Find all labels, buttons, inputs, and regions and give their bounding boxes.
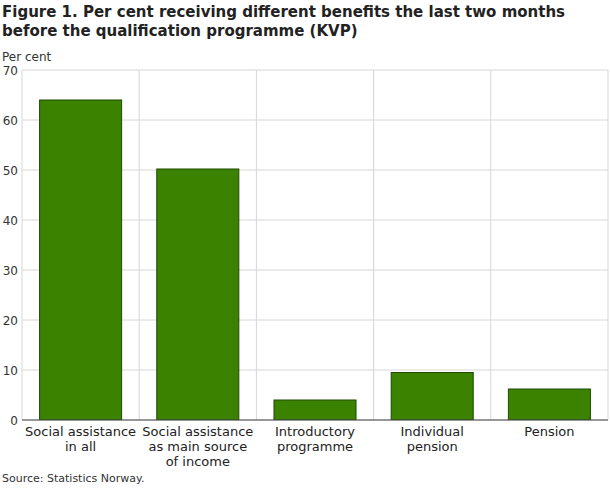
bar (157, 169, 239, 420)
grid-line (22, 70, 608, 71)
chart: Figure 1. Per cent receiving different b… (0, 0, 610, 488)
bar (274, 400, 356, 420)
y-tick-label: 50 (3, 164, 18, 178)
bar (40, 100, 122, 420)
title-line: before the qualification programme (KVP) (2, 22, 358, 40)
x-tick-label-line: programme (277, 439, 353, 454)
vertical-grid-line (608, 70, 609, 420)
x-tick-label-line: Social assistance (25, 424, 136, 439)
vertical-grid-line (490, 70, 491, 420)
x-tick-label: Social assistanceas main sourceof income (142, 424, 253, 469)
vertical-grid-line (373, 70, 374, 420)
x-tick-label: Social assistancein all (25, 424, 136, 454)
y-tick-label: 60 (3, 114, 18, 128)
x-tick-label: Introductoryprogramme (275, 424, 355, 454)
x-tick-label-line: Social assistance (142, 424, 253, 439)
grid-line (22, 420, 608, 421)
bar (391, 373, 473, 421)
x-tick-label-line: Introductory (275, 424, 355, 439)
title: Figure 1. Per cent receiving different b… (2, 3, 565, 40)
vertical-grid-line (22, 70, 23, 420)
x-tick-label-line: Pension (524, 424, 574, 439)
x-tick-label-line: as main source (148, 439, 247, 454)
y-tick-label: 40 (3, 214, 18, 228)
x-tick-label-line: Individual (401, 424, 464, 439)
title-line: Figure 1. Per cent receiving different b… (2, 3, 565, 21)
y-tick-label: 20 (3, 314, 18, 328)
vertical-grid-line (139, 70, 140, 420)
bar (508, 389, 590, 420)
y-tick-label: 0 (10, 414, 18, 428)
x-tick-label: Pension (524, 424, 574, 439)
vertical-grid-line (256, 70, 257, 420)
y-tick-label: 10 (3, 364, 18, 378)
bars (40, 100, 591, 420)
x-tick-label: Individualpension (401, 424, 464, 454)
y-tick-label: 70 (3, 64, 18, 78)
x-tick-label-line: of income (166, 454, 230, 469)
x-tick-label-line: pension (407, 439, 458, 454)
y-label: Per cent (2, 50, 52, 64)
y-tick-label: 30 (3, 264, 18, 278)
x-tick-label-line: in all (65, 439, 96, 454)
source: Source: Statistics Norway. (2, 472, 144, 485)
x-axis (22, 420, 608, 421)
